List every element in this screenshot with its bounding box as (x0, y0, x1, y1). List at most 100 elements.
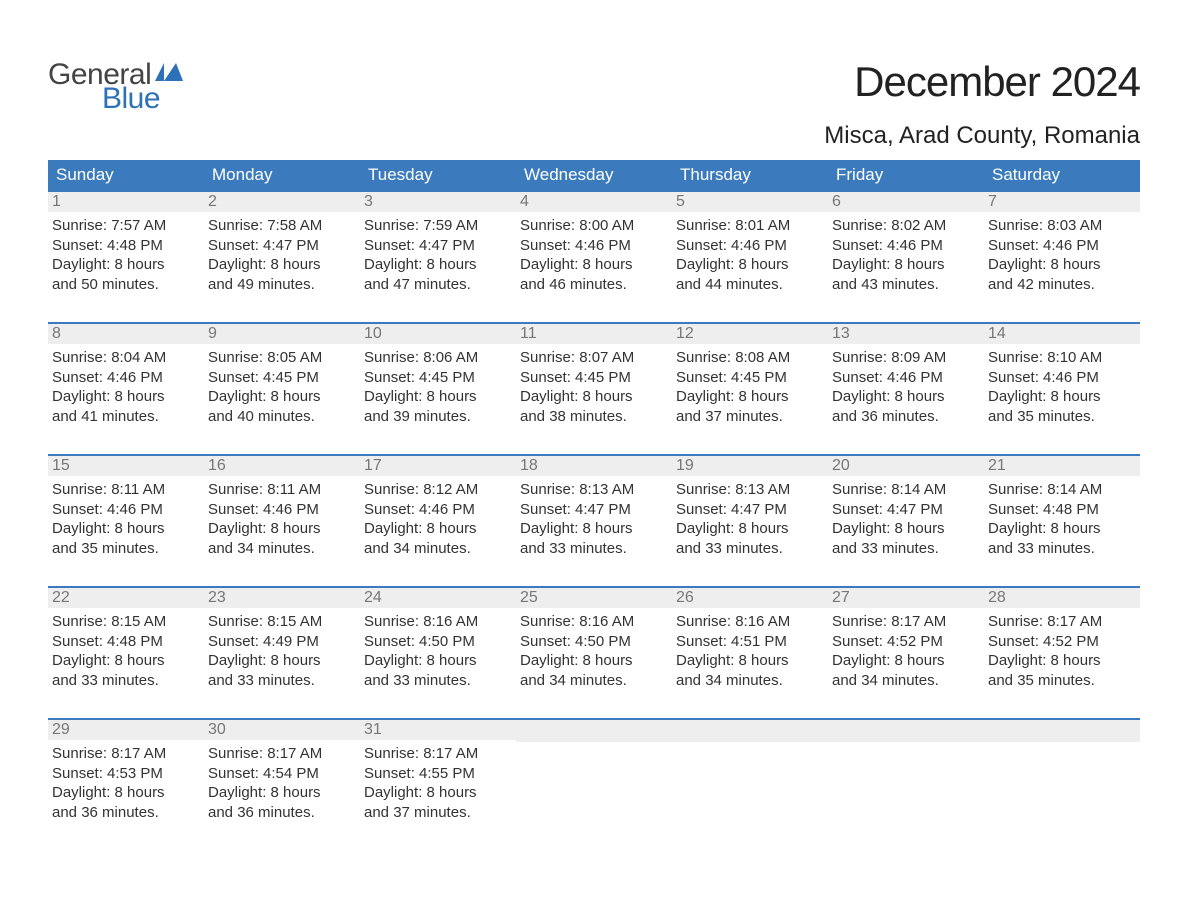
sunset-line: Sunset: 4:45 PM (208, 368, 352, 388)
day-body: Sunrise: 8:13 AMSunset: 4:47 PMDaylight:… (516, 476, 672, 560)
daylight-line-2: and 37 minutes. (364, 803, 508, 823)
logo-text-blue: Blue (102, 82, 183, 116)
day-cell: 31Sunrise: 8:17 AMSunset: 4:55 PMDayligh… (360, 720, 516, 824)
day-cell: 1Sunrise: 7:57 AMSunset: 4:48 PMDaylight… (48, 192, 204, 296)
daylight-line-2: and 41 minutes. (52, 407, 196, 427)
calendar-week: 1Sunrise: 7:57 AMSunset: 4:48 PMDaylight… (48, 190, 1140, 296)
day-cell: 9Sunrise: 8:05 AMSunset: 4:45 PMDaylight… (204, 324, 360, 428)
day-number: 16 (204, 456, 360, 476)
sunrise-line: Sunrise: 8:12 AM (364, 480, 508, 500)
weekday-header: Sunday (48, 160, 204, 190)
sunrise-line: Sunrise: 8:00 AM (520, 216, 664, 236)
day-cell: 16Sunrise: 8:11 AMSunset: 4:46 PMDayligh… (204, 456, 360, 560)
sunrise-line: Sunrise: 8:16 AM (364, 612, 508, 632)
day-number-row: 10 (360, 324, 516, 344)
sunrise-line: Sunrise: 8:15 AM (208, 612, 352, 632)
day-body: Sunrise: 8:11 AMSunset: 4:46 PMDaylight:… (204, 476, 360, 560)
day-number-row: 16 (204, 456, 360, 476)
sunset-line: Sunset: 4:55 PM (364, 764, 508, 784)
daylight-line-1: Daylight: 8 hours (208, 651, 352, 671)
weekday-header: Tuesday (360, 160, 516, 190)
day-cell: 6 Sunrise: 8:02 AMSunset: 4:46 PMDaylight… (828, 192, 984, 296)
daylight-line-2: and 33 minutes. (988, 539, 1132, 559)
daylight-line-2: and 33 minutes. (832, 539, 976, 559)
day-number-row (984, 720, 1140, 742)
daylight-line-1: Daylight: 8 hours (364, 651, 508, 671)
daylight-line-1: Daylight: 8 hours (520, 387, 664, 407)
sunrise-line: Sunrise: 8:02 AM (832, 216, 976, 236)
sunset-line: Sunset: 4:48 PM (52, 632, 196, 652)
sunset-line: Sunset: 4:46 PM (208, 500, 352, 520)
daylight-line-1: Daylight: 8 hours (364, 783, 508, 803)
day-body: Sunrise: 8:16 AMSunset: 4:50 PMDaylight:… (360, 608, 516, 692)
sunrise-line: Sunrise: 7:58 AM (208, 216, 352, 236)
day-body: Sunrise: 8:10 AMSunset: 4:46 PMDaylight:… (984, 344, 1140, 428)
sunset-line: Sunset: 4:52 PM (832, 632, 976, 652)
daylight-line-1: Daylight: 8 hours (52, 255, 196, 275)
day-number: 3 (360, 192, 516, 212)
sunset-line: Sunset: 4:46 PM (520, 236, 664, 256)
daylight-line-1: Daylight: 8 hours (208, 519, 352, 539)
day-body: Sunrise: 7:57 AMSunset: 4:48 PMDaylight:… (48, 212, 204, 296)
sunset-line: Sunset: 4:51 PM (676, 632, 820, 652)
sunset-line: Sunset: 4:46 PM (676, 236, 820, 256)
day-number: 24 (360, 588, 516, 608)
day-body: Sunrise: 8:07 AMSunset: 4:45 PMDaylight:… (516, 344, 672, 428)
daylight-line-1: Daylight: 8 hours (676, 651, 820, 671)
day-number: 17 (360, 456, 516, 476)
day-body: Sunrise: 8:17 AMSunset: 4:55 PMDaylight:… (360, 740, 516, 824)
daylight-line-1: Daylight: 8 hours (52, 387, 196, 407)
day-cell (984, 720, 1140, 824)
daylight-line-2: and 33 minutes. (520, 539, 664, 559)
daylight-line-1: Daylight: 8 hours (520, 651, 664, 671)
sunset-line: Sunset: 4:45 PM (676, 368, 820, 388)
day-number-row: 18 (516, 456, 672, 476)
sunrise-line: Sunrise: 8:11 AM (52, 480, 196, 500)
sunrise-line: Sunrise: 8:03 AM (988, 216, 1132, 236)
daylight-line-2: and 34 minutes. (832, 671, 976, 691)
calendar-week: 8Sunrise: 8:04 AMSunset: 4:46 PMDaylight… (48, 322, 1140, 428)
daylight-line-2: and 42 minutes. (988, 275, 1132, 295)
day-number-row: 14 (984, 324, 1140, 344)
day-cell: 23Sunrise: 8:15 AMSunset: 4:49 PMDayligh… (204, 588, 360, 692)
day-body: Sunrise: 8:17 AMSunset: 4:52 PMDaylight:… (828, 608, 984, 692)
daylight-line-2: and 44 minutes. (676, 275, 820, 295)
day-body: Sunrise: 8:17 AMSunset: 4:54 PMDaylight:… (204, 740, 360, 824)
day-number: 27 (828, 588, 984, 608)
day-number-row: 11 (516, 324, 672, 344)
daylight-line-1: Daylight: 8 hours (832, 519, 976, 539)
day-number-row (672, 720, 828, 742)
day-number-row: 24 (360, 588, 516, 608)
day-number: 14 (984, 324, 1140, 344)
daylight-line-2: and 34 minutes. (520, 671, 664, 691)
daylight-line-1: Daylight: 8 hours (832, 255, 976, 275)
sunset-line: Sunset: 4:46 PM (988, 368, 1132, 388)
daylight-line-1: Daylight: 8 hours (364, 387, 508, 407)
weekday-header-row: SundayMondayTuesdayWednesdayThursdayFrid… (48, 160, 1140, 190)
calendar-week: 22Sunrise: 8:15 AMSunset: 4:48 PMDayligh… (48, 586, 1140, 692)
daylight-line-1: Daylight: 8 hours (988, 519, 1132, 539)
day-body: Sunrise: 8:11 AMSunset: 4:46 PMDaylight:… (48, 476, 204, 560)
sunset-line: Sunset: 4:45 PM (520, 368, 664, 388)
day-number-row: 9 (204, 324, 360, 344)
daylight-line-1: Daylight: 8 hours (832, 651, 976, 671)
sunrise-line: Sunrise: 8:14 AM (832, 480, 976, 500)
daylight-line-2: and 33 minutes. (52, 671, 196, 691)
day-number-row: 6 (828, 192, 984, 212)
daylight-line-1: Daylight: 8 hours (364, 519, 508, 539)
day-number-row: 20 (828, 456, 984, 476)
daylight-line-1: Daylight: 8 hours (988, 387, 1132, 407)
sunset-line: Sunset: 4:46 PM (832, 236, 976, 256)
day-body: Sunrise: 8:01 AMSunset: 4:46 PMDaylight:… (672, 212, 828, 296)
day-cell (516, 720, 672, 824)
day-number: 4 (516, 192, 672, 212)
sunset-line: Sunset: 4:50 PM (520, 632, 664, 652)
sunset-line: Sunset: 4:48 PM (52, 236, 196, 256)
daylight-line-2: and 46 minutes. (520, 275, 664, 295)
day-cell: 24Sunrise: 8:16 AMSunset: 4:50 PMDayligh… (360, 588, 516, 692)
day-number-row: 13 (828, 324, 984, 344)
day-cell: 28Sunrise: 8:17 AMSunset: 4:52 PMDayligh… (984, 588, 1140, 692)
day-body: Sunrise: 8:14 AMSunset: 4:47 PMDaylight:… (828, 476, 984, 560)
daylight-line-2: and 33 minutes. (208, 671, 352, 691)
day-body: Sunrise: 8:00 AMSunset: 4:46 PMDaylight:… (516, 212, 672, 296)
